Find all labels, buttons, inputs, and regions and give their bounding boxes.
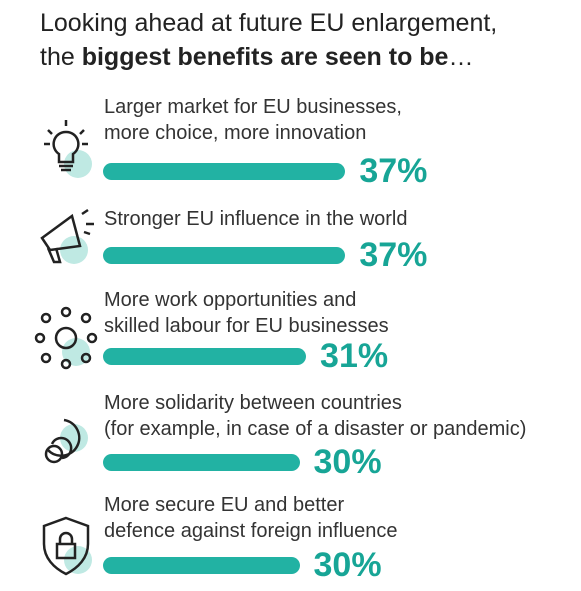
category-label: skilled labour for EU businesses (104, 315, 389, 337)
bar (103, 557, 300, 574)
category-label: Larger market for EU businesses, (104, 96, 402, 118)
icon-bulb (44, 120, 92, 178)
title-text: … (448, 43, 474, 71)
value-label: 30% (313, 443, 382, 481)
bar (103, 348, 307, 365)
category-label: (for example, in case of a disaster or p… (104, 418, 527, 440)
chart-title: Looking ahead at future EU enlargement, … (40, 6, 497, 74)
category-label: More solidarity between countries (104, 392, 402, 414)
bar (103, 454, 300, 471)
icon-solidarity (44, 418, 88, 464)
category-label: More secure EU and better (104, 494, 345, 516)
icon-megaphone (40, 208, 94, 264)
value-label: 30% (313, 546, 382, 584)
value-label: 37% (359, 152, 428, 190)
value-label: 37% (359, 236, 428, 274)
icon-network (34, 306, 98, 370)
title-text: the (40, 43, 82, 71)
value-label: 31% (320, 337, 389, 375)
bar (103, 247, 346, 264)
category-label: more choice, more innovation (104, 122, 367, 144)
title-bold: biggest benefits are seen to be (81, 43, 449, 71)
bar (103, 163, 346, 180)
category-label: defence against foreign influence (104, 520, 398, 542)
title-line: Looking ahead at future EU enlargement, (40, 9, 498, 37)
category-label: More work opportunities and (104, 289, 357, 311)
category-label: Stronger EU influence in the world (104, 208, 408, 230)
icon-shield (42, 516, 92, 576)
